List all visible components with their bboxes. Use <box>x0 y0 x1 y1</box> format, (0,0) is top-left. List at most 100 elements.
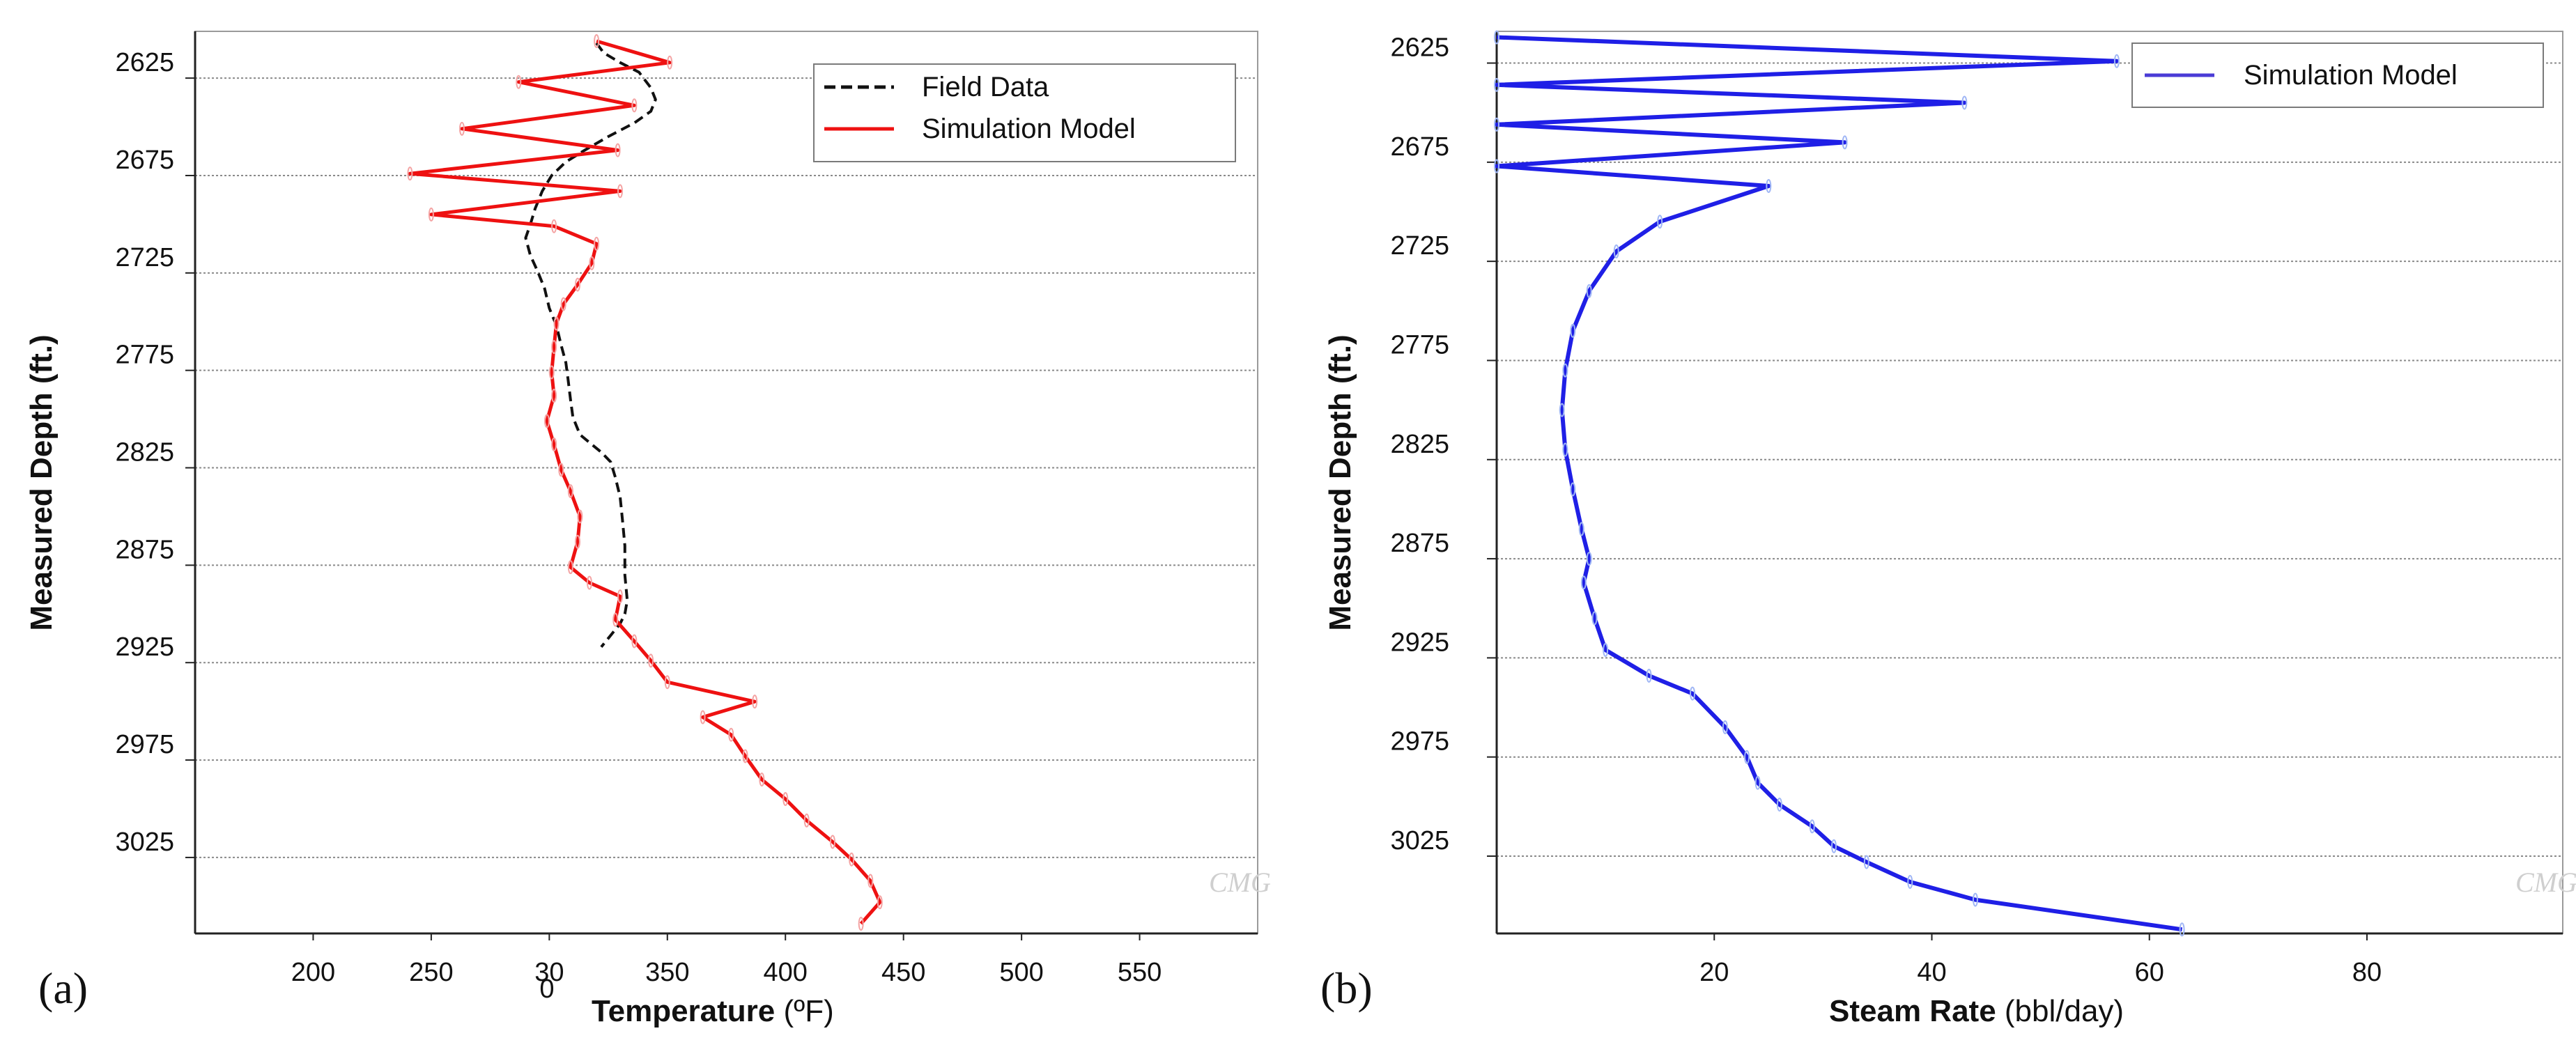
data-point-simulation-model-a <box>648 653 654 668</box>
data-point-simulation-model-a <box>551 437 557 451</box>
data-point-simulation-model-b <box>1961 95 1968 110</box>
legend-label-field-data: Field Data <box>922 72 1049 102</box>
y-axis-title-a: Measured Depth (ft.) <box>24 334 59 630</box>
plot-frame-a <box>194 31 1258 934</box>
data-point-simulation-model-b <box>1830 839 1837 853</box>
data-point-simulation-model-a <box>560 297 566 311</box>
x-tick-label-a: 350 <box>645 958 689 987</box>
x-axis-title-unit-a: (ºF) <box>775 994 833 1028</box>
data-point-simulation-model-b <box>1809 819 1815 834</box>
data-point-simulation-model-a <box>667 55 673 70</box>
y-tick-label-b: 2675 <box>1390 132 1449 162</box>
x-tick-label-a: 30 <box>534 958 564 987</box>
data-point-simulation-model-b <box>2113 54 2120 68</box>
data-point-simulation-model-b <box>1722 720 1728 734</box>
data-point-simulation-model-b <box>1570 323 1576 338</box>
data-point-simulation-model-b <box>1494 77 1499 92</box>
y-tick-label-a: 3025 <box>115 828 174 857</box>
y-tick-label-a: 2675 <box>115 146 174 175</box>
data-point-simulation-model-b <box>1562 442 1568 457</box>
x-ticks-a: 200 250 30 350 400 450 500 550 <box>291 933 1162 987</box>
data-point-simulation-model-b <box>1578 522 1584 536</box>
y-tick-label-b: 2825 <box>1390 430 1449 459</box>
y-tick-label-b: 2625 <box>1390 33 1449 63</box>
data-point-simulation-model-a <box>458 121 465 136</box>
x-tick-label-b: 60 <box>2135 958 2164 987</box>
data-point-simulation-model-a <box>551 340 557 355</box>
data-point-simulation-model-a <box>858 917 864 931</box>
grid-a <box>195 77 1258 858</box>
data-point-simulation-model-a <box>575 534 580 549</box>
data-point-simulation-model-a <box>700 710 706 724</box>
data-point-simulation-model-b <box>2179 922 2185 937</box>
steam-rate-chart: 2625 2675 2725 2775 2825 2875 2925 2975 3025 20 4… <box>1320 30 2576 1028</box>
data-point-simulation-model-a <box>728 727 734 742</box>
series-b <box>1494 30 2185 937</box>
data-point-simulation-model-a <box>551 389 557 403</box>
data-point-simulation-model-b <box>1972 892 1978 907</box>
data-point-simulation-model-b <box>1754 775 1761 790</box>
series-line-simulation-model-a <box>408 39 882 925</box>
y-tick-label-b: 2925 <box>1390 628 1449 657</box>
data-point-simulation-model-b <box>1591 611 1598 626</box>
y-tick-label-a: 2925 <box>115 633 174 662</box>
legend-b: Simulation Model <box>2131 42 2544 108</box>
legend-label-simulation-model-a: Simulation Model <box>922 114 1136 144</box>
y-tick-label-b: 2775 <box>1390 330 1449 359</box>
data-point-simulation-model-a <box>612 612 619 627</box>
y-tick-label-a: 2875 <box>115 535 174 564</box>
data-point-simulation-model-a <box>543 414 550 428</box>
x-tick-label-b: 20 <box>1699 958 1729 987</box>
legend-box-a <box>813 63 1236 162</box>
data-point-simulation-model-a <box>782 792 789 807</box>
x-tick-label-b: 80 <box>2352 958 2382 987</box>
data-point-simulation-model-a <box>664 675 670 690</box>
data-point-simulation-model-a <box>803 813 810 828</box>
data-point-simulation-model-b <box>1559 403 1565 417</box>
data-point-simulation-model-a <box>407 166 413 181</box>
data-point-simulation-model-a <box>567 560 573 575</box>
data-point-simulation-model-a <box>548 365 555 380</box>
grid-b <box>1497 62 2563 857</box>
data-point-simulation-model-b <box>1580 575 1587 590</box>
x-ticks-b: 20 40 60 80 <box>1699 933 2382 987</box>
data-point-simulation-model-a <box>867 874 874 888</box>
data-point-simulation-model-a <box>589 256 595 270</box>
data-point-simulation-model-b <box>1613 244 1619 258</box>
series-a <box>407 33 883 931</box>
y-axis-title-b: Measured Depth (ft.) <box>1323 334 1357 630</box>
x-tick-label-a: 450 <box>881 958 925 987</box>
data-point-simulation-model-a <box>615 143 621 157</box>
data-point-simulation-model-b <box>1570 482 1576 497</box>
series-line-simulation-model-b <box>1495 35 2183 932</box>
data-point-simulation-model-a <box>567 484 573 499</box>
x-tick-label-a: 200 <box>291 958 335 987</box>
data-point-simulation-model-a <box>575 277 580 292</box>
y-tick-label-a: 2775 <box>115 341 174 370</box>
x-tick-label-a: 500 <box>999 958 1043 987</box>
data-point-simulation-model-b <box>1863 855 1869 869</box>
data-point-simulation-model-a <box>594 33 600 48</box>
data-point-simulation-model-a <box>752 695 758 709</box>
data-point-simulation-model-b <box>1562 363 1568 378</box>
y-tick-label-b: 2725 <box>1390 231 1449 261</box>
cmg-watermark-a: CMG <box>1209 867 1271 898</box>
data-point-simulation-model-a <box>553 316 560 331</box>
x-tick-label-b: 40 <box>1917 958 1946 987</box>
cmg-watermark-b: CMG <box>2515 867 2576 898</box>
data-point-simulation-model-a <box>849 852 855 867</box>
x-axis-title-a: Temperature (ºF) <box>592 994 834 1028</box>
data-point-simulation-model-a <box>742 749 748 763</box>
series-line-field-data-a <box>524 42 657 649</box>
x-axis-title-b: Steam Rate (bbl/day) <box>1829 994 2124 1028</box>
data-point-simulation-model-a <box>558 463 564 477</box>
data-point-simulation-model-b <box>1494 159 1499 173</box>
data-point-simulation-model-a <box>877 895 883 910</box>
x-zero-label-a: 0 <box>539 975 554 1004</box>
legend-a: Field Data Simulation Model <box>813 63 1236 162</box>
temperature-chart: 2625 2675 2725 2775 2825 2875 2925 2975 3025 200… <box>24 31 1271 1028</box>
data-point-simulation-model-b <box>1646 669 1652 683</box>
data-point-simulation-model-a <box>830 835 835 849</box>
x-axis-title-main-b: Steam Rate <box>1829 994 1996 1028</box>
